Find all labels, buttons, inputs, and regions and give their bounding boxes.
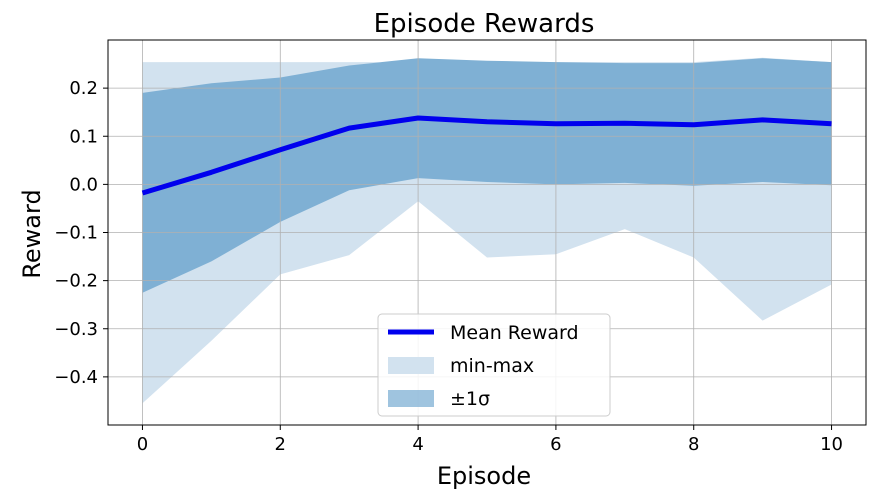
grid-layer (108, 40, 866, 425)
legend: Mean Reward min-max ±1σ (377, 313, 611, 417)
x-axis-label: Episode (437, 462, 531, 490)
y-tick-label: −0.4 (54, 367, 98, 388)
y-tick-label: −0.2 (54, 271, 98, 292)
legend-label: ±1σ (450, 388, 490, 410)
y-tick-label: 0.0 (69, 174, 98, 195)
x-tick-label: 10 (820, 434, 843, 455)
x-tick-label: 4 (412, 434, 423, 455)
x-tick-label: 6 (550, 434, 561, 455)
x-tick-label: 2 (275, 434, 286, 455)
chart-title: Episode Rewards (374, 9, 595, 39)
mean-reward-line-layer (141, 115, 832, 196)
y-tick-label: −0.3 (54, 319, 98, 340)
x-tick-label: 0 (137, 434, 148, 455)
legend-swatch-min-max (388, 357, 434, 374)
y-tick-label: 0.1 (69, 126, 98, 147)
sigma-band (142, 58, 832, 293)
sigma-band-layer (142, 58, 832, 293)
legend-label: Mean Reward (450, 322, 579, 344)
x-tick-label: 8 (688, 434, 699, 455)
y-tick-label: −0.1 (54, 223, 98, 244)
y-tick-label: 0.2 (69, 78, 98, 99)
y-axis-label: Reward (18, 189, 46, 278)
legend-label: min-max (450, 355, 534, 377)
legend-box (377, 313, 611, 417)
tick-layer: 0 2 4 6 8 10 −0.4 −0.3 −0.2 −0.1 0.0 0.1 0.2 (54, 78, 843, 455)
legend-swatch-sigma (388, 390, 434, 407)
